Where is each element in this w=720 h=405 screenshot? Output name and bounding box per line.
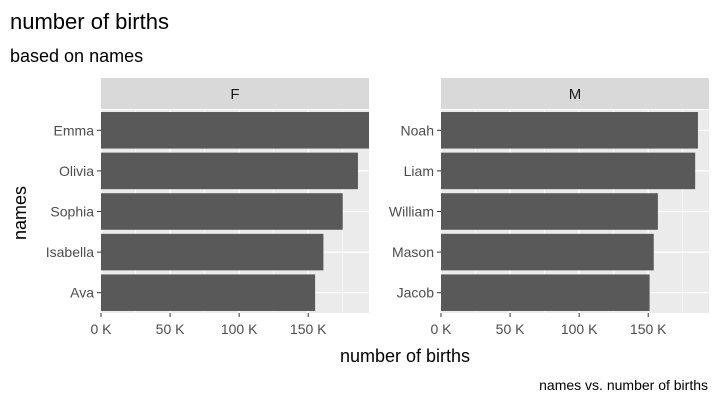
y-axis-title: names	[10, 186, 30, 240]
x-tick-label: 100 K	[221, 321, 258, 337]
y-tick-label: Emma	[54, 122, 95, 138]
facet-panels: F 0 K 50 K 100 K 150 K Emma Olivia Sophia Isabel…	[46, 78, 709, 337]
bar-olivia	[101, 152, 358, 190]
x-tick-label: 100 K	[561, 321, 598, 337]
x-tick-label: 150 K	[290, 321, 327, 337]
facet-strip-F	[101, 78, 369, 109]
bar-noah	[441, 112, 698, 149]
y-tick-label: Jacob	[397, 285, 435, 301]
x-tick-label: 0 K	[90, 321, 112, 337]
y-tick-label: Isabella	[46, 244, 94, 260]
x-tick-label: 150 K	[630, 321, 667, 337]
facet-strip-label: M	[569, 86, 582, 103]
x-tick-label: 50 K	[496, 321, 525, 337]
bar-jacob	[441, 274, 650, 311]
bar-liam	[441, 152, 696, 190]
y-tick-label: Liam	[404, 163, 434, 179]
facet-strip-M	[441, 78, 709, 109]
x-axis-title: number of births	[340, 346, 470, 366]
chart-caption: names vs. number of births	[539, 377, 708, 393]
y-tick-label: Noah	[401, 122, 434, 138]
y-tick-label: William	[389, 204, 434, 220]
y-tick-label: Ava	[70, 285, 94, 301]
bar-emma	[101, 112, 369, 149]
bar-sophia	[101, 193, 343, 230]
chart-subtitle: based on names	[10, 46, 143, 66]
y-tick-label: Mason	[392, 244, 434, 260]
chart-title: number of births	[10, 9, 169, 34]
x-tick-label: 50 K	[156, 321, 185, 337]
y-tick-label: Sophia	[50, 204, 94, 220]
bar-ava	[101, 274, 316, 311]
bar-william	[441, 193, 658, 230]
facet-strip-label: F	[230, 86, 239, 103]
bar-isabella	[101, 233, 324, 271]
x-tick-label: 0 K	[430, 321, 452, 337]
bar-mason	[441, 233, 654, 271]
y-tick-label: Olivia	[59, 163, 94, 179]
